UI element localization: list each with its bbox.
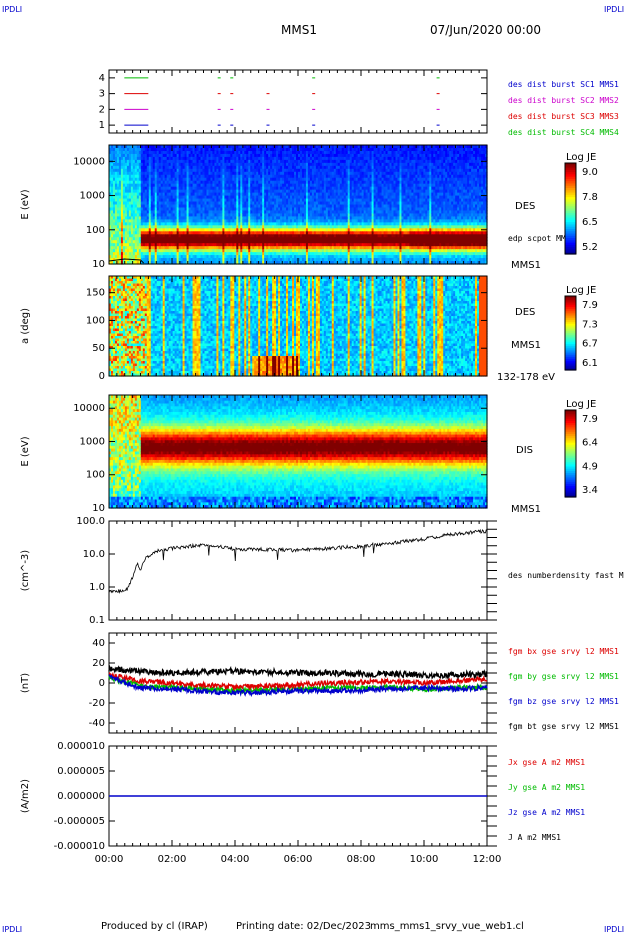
y-tick-label: 1	[99, 120, 105, 131]
burst-legend-label: des dist burst SC3 MMS3	[508, 112, 619, 121]
plot-datetime: 07/Jun/2020 00:00	[430, 23, 541, 37]
corner-label-top-right: IPDLI	[604, 5, 624, 14]
des-energy-spectrogram	[109, 145, 488, 265]
y-tick-label: 2	[99, 104, 105, 115]
panels: 1 2 3 4 des dist burst SC1 MMS1 des dist burs…	[20, 70, 624, 865]
burst-legend-label: des dist burst SC1 MMS1	[508, 80, 619, 89]
burst-legend-label: des dist burst SC4 MMS4	[508, 128, 619, 137]
y-tick-label: 3	[99, 89, 105, 100]
burst-legend-label: des dist burst SC2 MMS2	[508, 96, 619, 105]
panel-frame	[109, 70, 487, 133]
mission-title: MMS1	[281, 23, 317, 37]
corner-label-top-left: IPDLI	[2, 5, 22, 14]
y-tick-label: 4	[99, 73, 105, 84]
mms-survey-plot: IPDLI IPDLI MMS1 07/Jun/2020 00:00 1 2 3 4 d…	[0, 0, 630, 934]
